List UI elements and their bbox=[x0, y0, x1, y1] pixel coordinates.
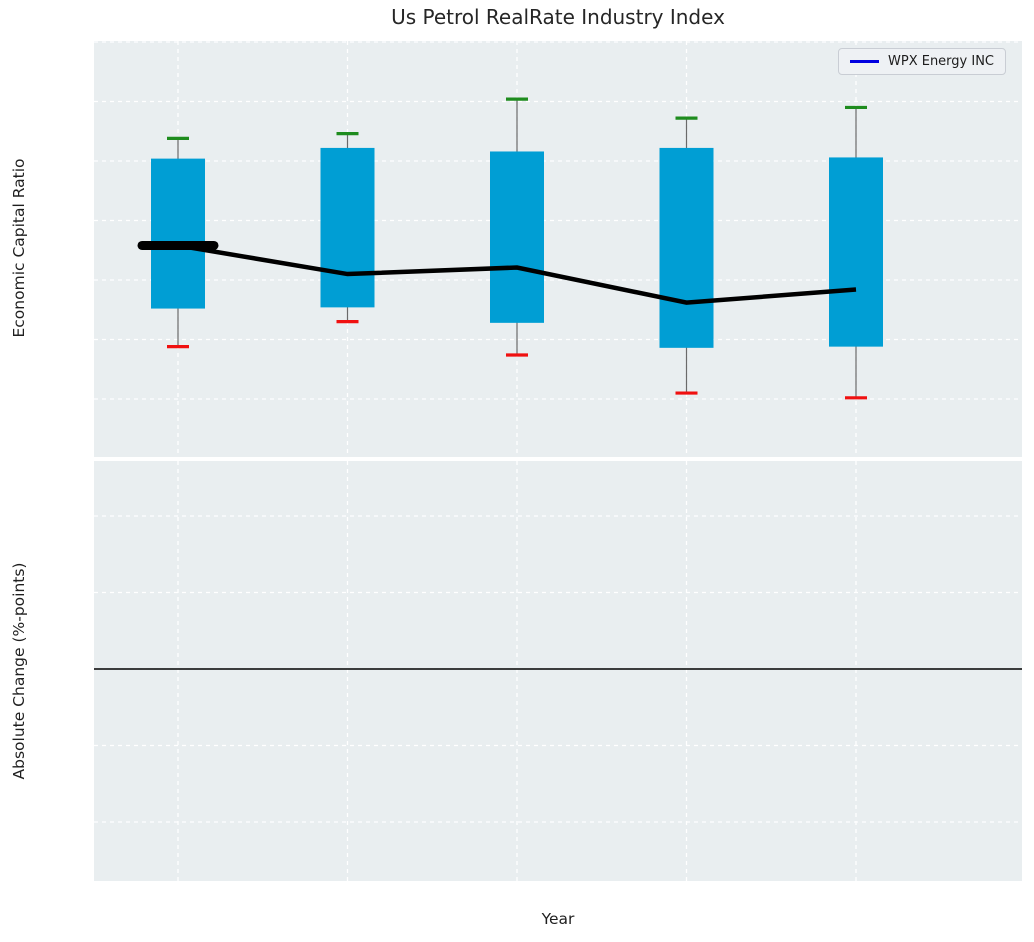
median-trend-line bbox=[177, 243, 857, 305]
upper-y-axis-label: Economic Capital Ratio bbox=[10, 158, 28, 338]
iqr-box-2013 bbox=[659, 147, 714, 348]
chart-title: Us Petrol RealRate Industry Index bbox=[391, 5, 725, 29]
lower-y-axis-label: Absolute Change (%-points) bbox=[10, 562, 28, 780]
iqr-box-2010 bbox=[151, 158, 205, 309]
iqr-box-2014 bbox=[829, 157, 883, 347]
lower-plot-bg bbox=[94, 461, 1022, 881]
iqr-box-2012 bbox=[490, 151, 544, 323]
x-axis-label: Year bbox=[541, 910, 575, 928]
legend-label: WPX Energy INC bbox=[888, 54, 995, 69]
legend-line-swatch bbox=[850, 60, 879, 63]
iqr-box-2011 bbox=[320, 147, 375, 308]
legend: WPX Energy INC bbox=[838, 48, 1007, 75]
